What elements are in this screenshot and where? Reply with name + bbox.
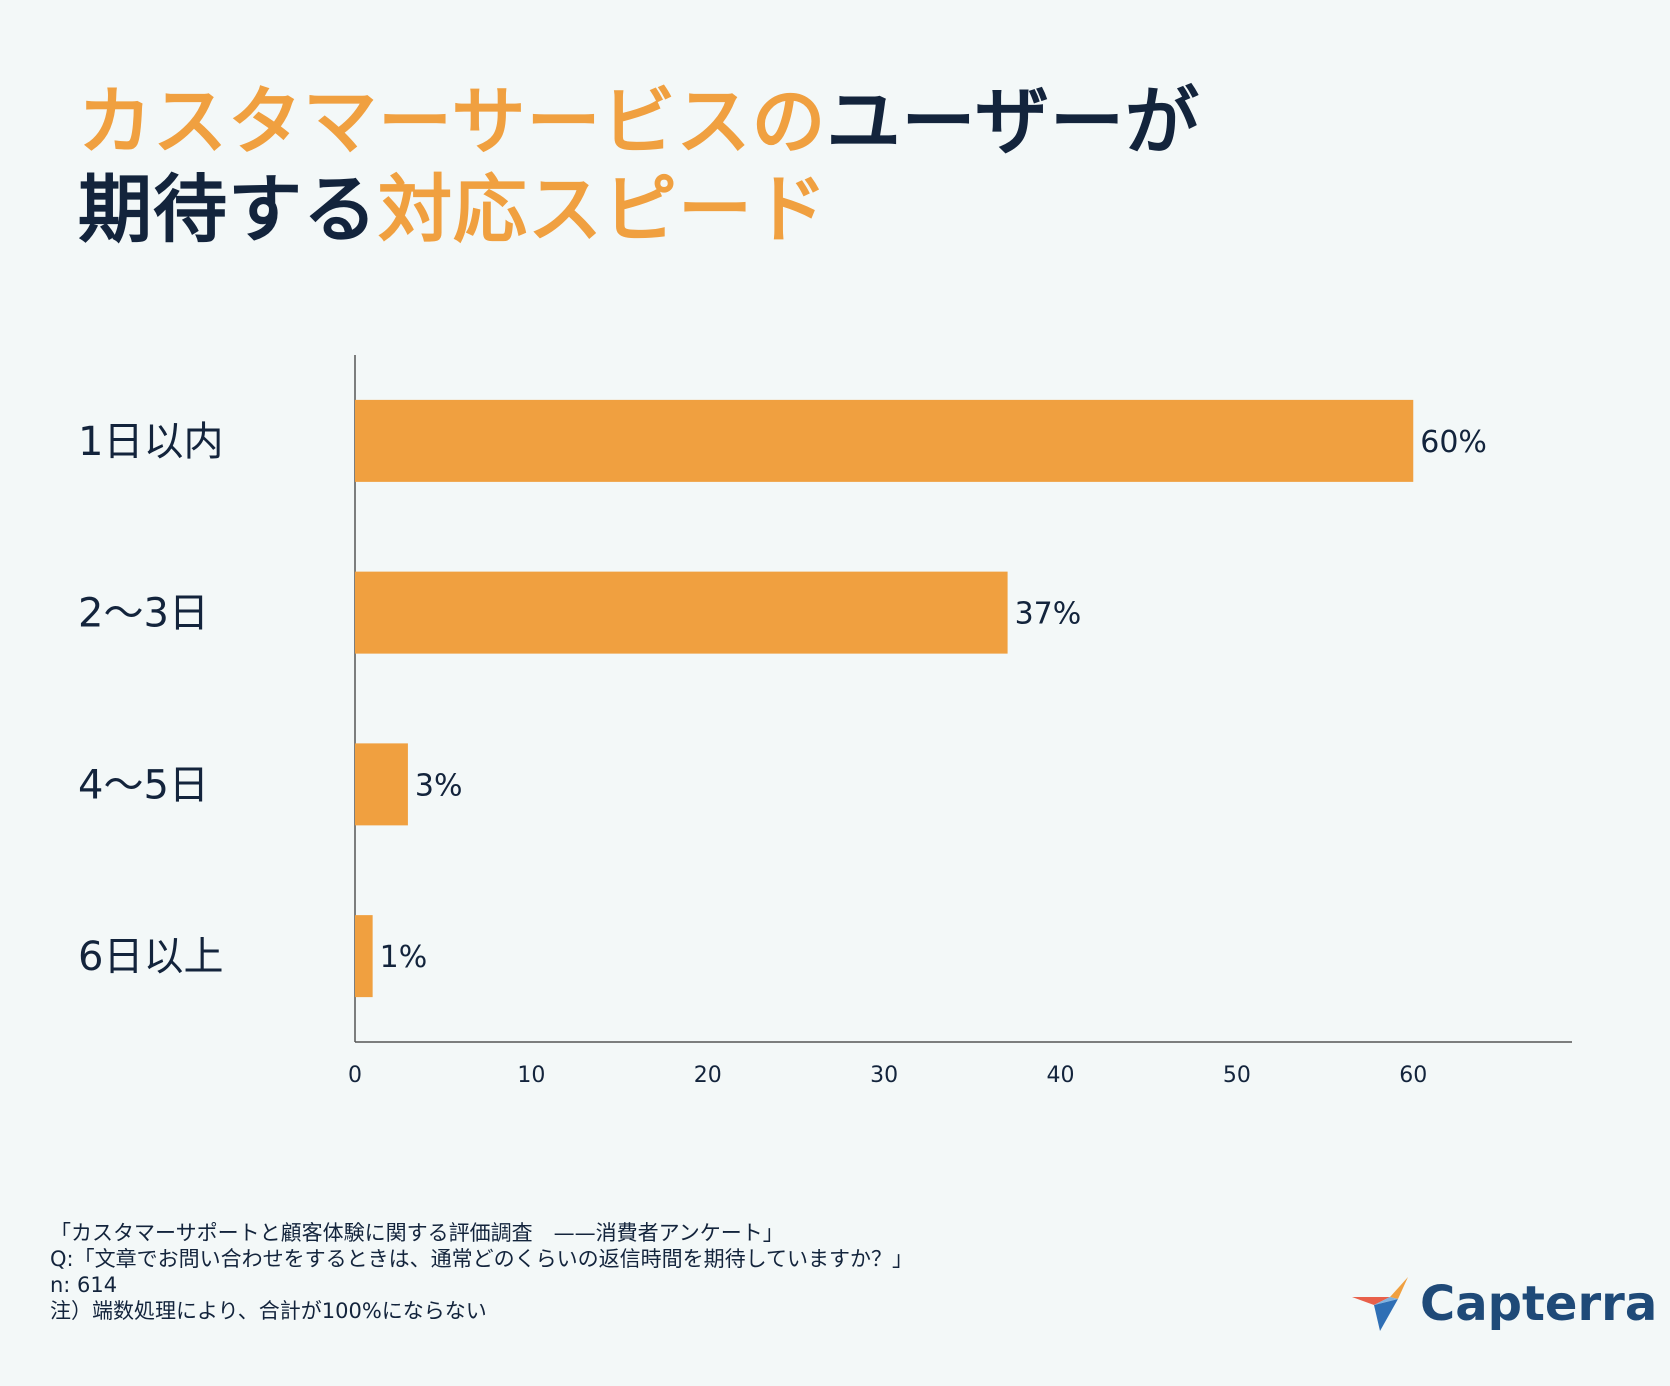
footnote-source: 「カスタマーサポートと顧客体験に関する評価調査 ——消費者アンケート」 [50,1221,784,1245]
chart-title: カスタマーサービスのユーザーが 期待する対応スピード [78,78,1200,254]
value-label-4: 1% [380,940,428,975]
bar-3 [355,743,408,826]
x-tick-label-30: 30 [870,1063,898,1088]
capterra-arrow-icon [1352,1277,1408,1331]
category-label-3: 4〜5日 [78,762,209,808]
bar-4 [355,915,373,998]
title-line-1-accent: カスタマーサービスの [78,79,827,165]
value-label-2: 37% [1015,597,1082,632]
x-tick-label-20: 20 [694,1063,722,1088]
category-label-2: 2〜3日 [78,591,209,637]
footnote-note: 注）端数処理により、合計が100%にならない [50,1299,487,1323]
x-tick-label-0: 0 [348,1063,362,1088]
title-line-2-accent: 対応スピード [378,167,828,253]
bar-2 [355,571,1008,654]
value-label-1: 60% [1420,425,1487,460]
value-label-3: 3% [415,768,463,803]
capterra-logo: Capterra [1350,1275,1657,1333]
bar-chart: 1日以内 60% 2〜3日 37% 4〜5日 3% 6日以上 1% 0 10 20 30 40 50 60 [78,355,1572,1088]
footnote-sample-size: n: 614 [50,1273,118,1297]
x-tick-label-50: 50 [1223,1063,1251,1088]
title-line-2-dark: 期待する [78,167,378,253]
footnote-question: Q:「文章でお問い合わせをするときは、通常どのくらいの返信時間を期待していますか… [50,1247,913,1271]
capterra-logo-text: Capterra [1420,1276,1658,1332]
footnote: 「カスタマーサポートと顧客体験に関する評価調査 ——消費者アンケート」 Q:「文… [50,1220,913,1324]
x-tick-label-40: 40 [1047,1063,1075,1088]
bar-1 [355,399,1414,482]
title-line-2: 期待する対応スピード [78,166,1200,254]
title-line-1-dark: ユーザーが [826,79,1201,165]
title-line-1: カスタマーサービスのユーザーが [78,78,1200,166]
category-label-4: 6日以上 [78,934,223,980]
x-tick-label-60: 60 [1399,1063,1427,1088]
x-tick-label-10: 10 [517,1063,545,1088]
category-label-1: 1日以内 [78,419,223,465]
